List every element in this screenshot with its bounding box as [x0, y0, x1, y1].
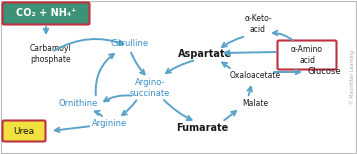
- FancyBboxPatch shape: [277, 41, 337, 69]
- Text: CO₂ + NH₄⁺: CO₂ + NH₄⁺: [16, 8, 76, 18]
- FancyBboxPatch shape: [2, 2, 90, 24]
- Text: Malate: Malate: [242, 99, 268, 109]
- Text: © Macmillan Learning: © Macmillan Learning: [349, 50, 355, 104]
- FancyBboxPatch shape: [2, 120, 45, 142]
- Text: Oxaloacetate: Oxaloacetate: [230, 71, 281, 81]
- Text: Fumarate: Fumarate: [176, 123, 228, 133]
- Text: Argino-
succinate: Argino- succinate: [130, 78, 170, 98]
- Text: Arginine: Arginine: [92, 120, 127, 128]
- Text: Ornithine: Ornithine: [58, 99, 98, 109]
- Text: α-Amino
acid: α-Amino acid: [291, 45, 323, 65]
- Text: Carbamoyl
phosphate: Carbamoyl phosphate: [30, 44, 72, 64]
- Text: Aspartate: Aspartate: [178, 49, 232, 59]
- Text: Glucose: Glucose: [308, 67, 342, 77]
- Text: Citrulline: Citrulline: [111, 39, 149, 49]
- Text: Urea: Urea: [14, 126, 35, 136]
- Text: α-Keto-
acid: α-Keto- acid: [244, 14, 272, 34]
